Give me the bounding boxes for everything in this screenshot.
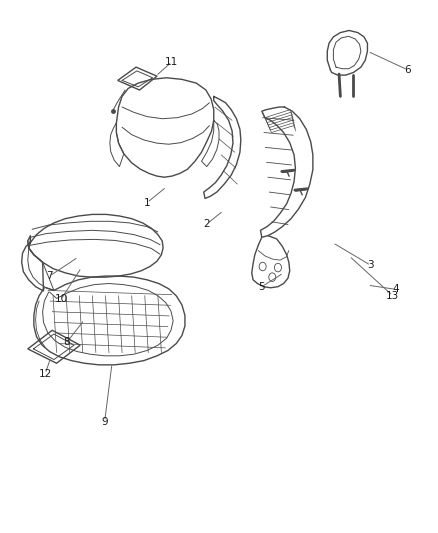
Text: 3: 3 [367,261,374,270]
Text: 10: 10 [54,294,67,304]
Text: 7: 7 [46,271,53,281]
Text: 2: 2 [204,219,210,229]
Text: 8: 8 [64,337,71,347]
Text: 4: 4 [392,285,399,294]
Text: 9: 9 [101,417,108,427]
Text: 5: 5 [258,282,265,292]
Text: 13: 13 [386,290,399,301]
Text: 6: 6 [404,65,411,75]
Text: 11: 11 [165,57,178,67]
Text: 12: 12 [39,369,52,379]
Text: 1: 1 [144,198,150,208]
